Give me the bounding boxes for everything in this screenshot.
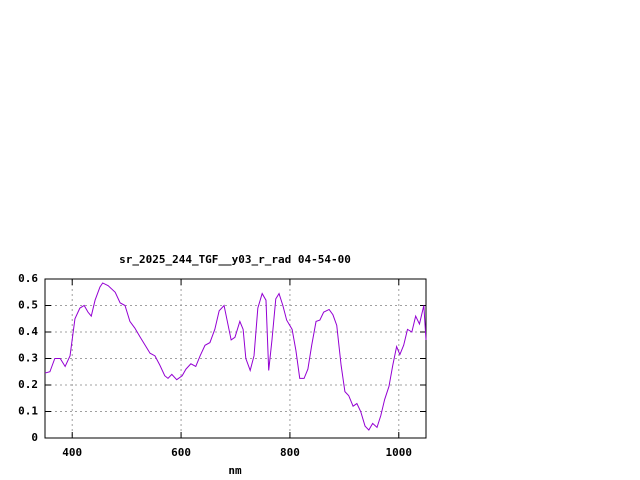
x-tick-label: 1000 [386, 446, 413, 459]
y-tick-label: 0.4 [18, 325, 38, 338]
y-tick-label: 0.3 [18, 352, 38, 365]
x-tick-label: 800 [280, 446, 300, 459]
y-tick-label: 0.1 [18, 405, 38, 418]
y-tick-label: 0.6 [18, 272, 38, 285]
chart-title: sr_2025_244_TGF__y03_r_rad 04-54-00 [119, 253, 351, 266]
y-tick-label: 0.2 [18, 378, 38, 391]
y-tick-label: 0 [31, 431, 38, 444]
x-axis-label: nm [228, 464, 242, 477]
plot-border [44, 278, 427, 439]
y-tick-label: 0.5 [18, 299, 38, 312]
data-line [44, 282, 427, 431]
x-tick-label: 400 [62, 446, 82, 459]
x-tick-label: 600 [171, 446, 191, 459]
